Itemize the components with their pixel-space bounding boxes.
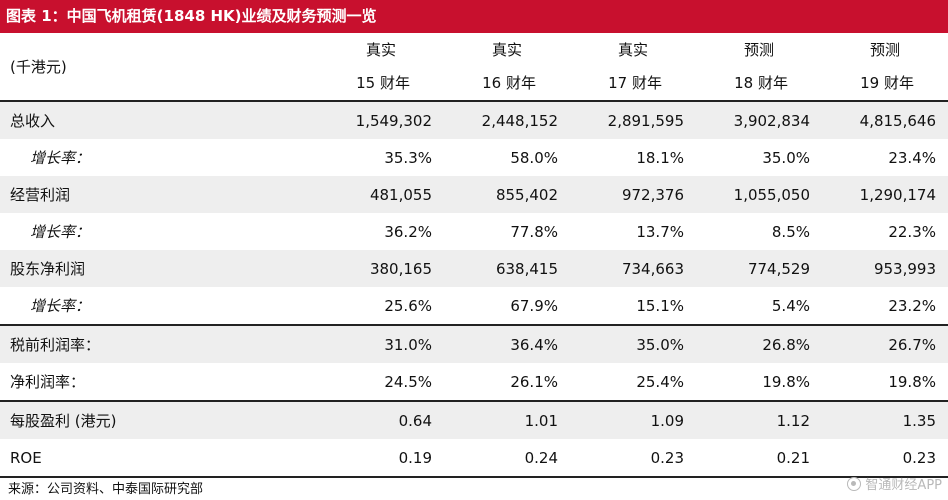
- col-year: 15 财年: [318, 65, 444, 101]
- cell-value: 1.35: [822, 400, 948, 439]
- cell-value: 13.7%: [636, 222, 684, 241]
- cell-value: 1,549,302: [318, 102, 444, 139]
- col-kind: 真实: [318, 33, 444, 65]
- header-row-year: 15 财年 16 财年 17 财年 18 财年 19 财年: [0, 65, 948, 101]
- col-year: 16 财年: [444, 65, 570, 101]
- cell-value: 8.5%: [771, 222, 810, 241]
- cell-value: 26.1%: [510, 372, 558, 391]
- cell-value: 1,290,174: [822, 176, 948, 213]
- col-kind: 预测: [822, 33, 948, 65]
- cell-value: 972,376: [570, 176, 696, 213]
- cell-value: 0.23: [570, 439, 696, 478]
- source-note: 来源：公司资料、中泰国际研究部: [8, 482, 204, 497]
- cell-value: 953,993: [822, 250, 948, 287]
- cell-value: 26.8%: [696, 324, 822, 363]
- table-row: 增长率： 25.6% 67.9% 15.1% 5.4% 23.2%: [0, 287, 948, 325]
- cell-value: 36.2%: [384, 222, 432, 241]
- row-label: 净利润率：: [10, 373, 86, 391]
- cell-value: 15.1%: [636, 296, 684, 315]
- cell-value: 5.4%: [771, 296, 810, 315]
- unit-label: (千港元): [0, 33, 318, 101]
- table-row: 每股盈利 (港元) 0.64 1.01 1.09 1.12 1.35: [0, 400, 948, 439]
- col-kind: 预测: [696, 33, 822, 65]
- row-label: 股东净利润: [0, 250, 318, 287]
- col-year: 17 财年: [570, 65, 696, 101]
- cell-value: 380,165: [318, 250, 444, 287]
- table-row: 净利润率： 24.5% 26.1% 25.4% 19.8% 19.8%: [0, 363, 948, 401]
- row-label: ROE: [0, 439, 318, 478]
- row-label: 增长率：: [30, 297, 91, 315]
- financial-table: (千港元) 真实 真实 真实 预测 预测 15 财年 16 财年 17 财年 1…: [0, 33, 948, 478]
- cell-value: 23.4%: [888, 148, 936, 167]
- cell-value: 35.0%: [762, 148, 810, 167]
- watermark: 智通财经APP: [847, 474, 942, 493]
- cell-value: 25.6%: [384, 296, 432, 315]
- header-row-kind: (千港元) 真实 真实 真实 预测 预测: [0, 33, 948, 101]
- cell-value: 855,402: [444, 176, 570, 213]
- cell-value: 1,055,050: [696, 176, 822, 213]
- cell-value: 1.01: [444, 400, 570, 439]
- cell-value: 35.3%: [384, 148, 432, 167]
- cell-value: 67.9%: [510, 296, 558, 315]
- table-row: 总收入 1,549,302 2,448,152 2,891,595 3,902,…: [0, 102, 948, 139]
- row-label: 增长率：: [30, 149, 91, 167]
- col-year: 19 财年: [822, 65, 948, 101]
- cell-value: 18.1%: [636, 148, 684, 167]
- cell-value: 3,902,834: [696, 102, 822, 139]
- table-title: 图表 1：中国飞机租赁(1848 HK)业绩及财务预测一览: [0, 0, 948, 33]
- cell-value: 36.4%: [444, 324, 570, 363]
- table-row: ROE 0.19 0.24 0.23 0.21 0.23: [0, 439, 948, 478]
- table-row: 增长率： 35.3% 58.0% 18.1% 35.0% 23.4%: [0, 139, 948, 176]
- row-label: 每股盈利 (港元): [0, 400, 318, 439]
- table-row: 经营利润 481,055 855,402 972,376 1,055,050 1…: [0, 176, 948, 213]
- row-label: 增长率：: [30, 223, 91, 241]
- cell-value: 35.0%: [570, 324, 696, 363]
- table-row: 增长率： 36.2% 77.8% 13.7% 8.5% 22.3%: [0, 213, 948, 250]
- cell-value: 26.7%: [822, 324, 948, 363]
- cell-value: 2,448,152: [444, 102, 570, 139]
- cell-value: 481,055: [318, 176, 444, 213]
- col-kind: 真实: [570, 33, 696, 65]
- cell-value: 77.8%: [510, 222, 558, 241]
- cell-value: 0.64: [318, 400, 444, 439]
- cell-value: 774,529: [696, 250, 822, 287]
- cell-value: 1.09: [570, 400, 696, 439]
- cell-value: 0.23: [822, 439, 948, 478]
- cell-value: 19.8%: [888, 372, 936, 391]
- watermark-logo-icon: [847, 476, 862, 491]
- cell-value: 31.0%: [318, 324, 444, 363]
- cell-value: 58.0%: [510, 148, 558, 167]
- table-row: 税前利润率： 31.0% 36.4% 35.0% 26.8% 26.7%: [0, 324, 948, 363]
- cell-value: 1.12: [696, 400, 822, 439]
- cell-value: 0.21: [696, 439, 822, 478]
- cell-value: 4,815,646: [822, 102, 948, 139]
- row-label: 经营利润: [0, 176, 318, 213]
- cell-value: 0.19: [318, 439, 444, 478]
- row-label: 税前利润率：: [0, 324, 318, 363]
- watermark-text: 智通财经APP: [865, 478, 942, 493]
- cell-value: 19.8%: [762, 372, 810, 391]
- col-year: 18 财年: [696, 65, 822, 101]
- cell-value: 24.5%: [384, 372, 432, 391]
- cell-value: 23.2%: [888, 296, 936, 315]
- cell-value: 638,415: [444, 250, 570, 287]
- table-row: 股东净利润 380,165 638,415 734,663 774,529 95…: [0, 250, 948, 287]
- cell-value: 22.3%: [888, 222, 936, 241]
- cell-value: 734,663: [570, 250, 696, 287]
- col-kind: 真实: [444, 33, 570, 65]
- row-label: 总收入: [0, 102, 318, 139]
- cell-value: 25.4%: [636, 372, 684, 391]
- cell-value: 0.24: [444, 439, 570, 478]
- cell-value: 2,891,595: [570, 102, 696, 139]
